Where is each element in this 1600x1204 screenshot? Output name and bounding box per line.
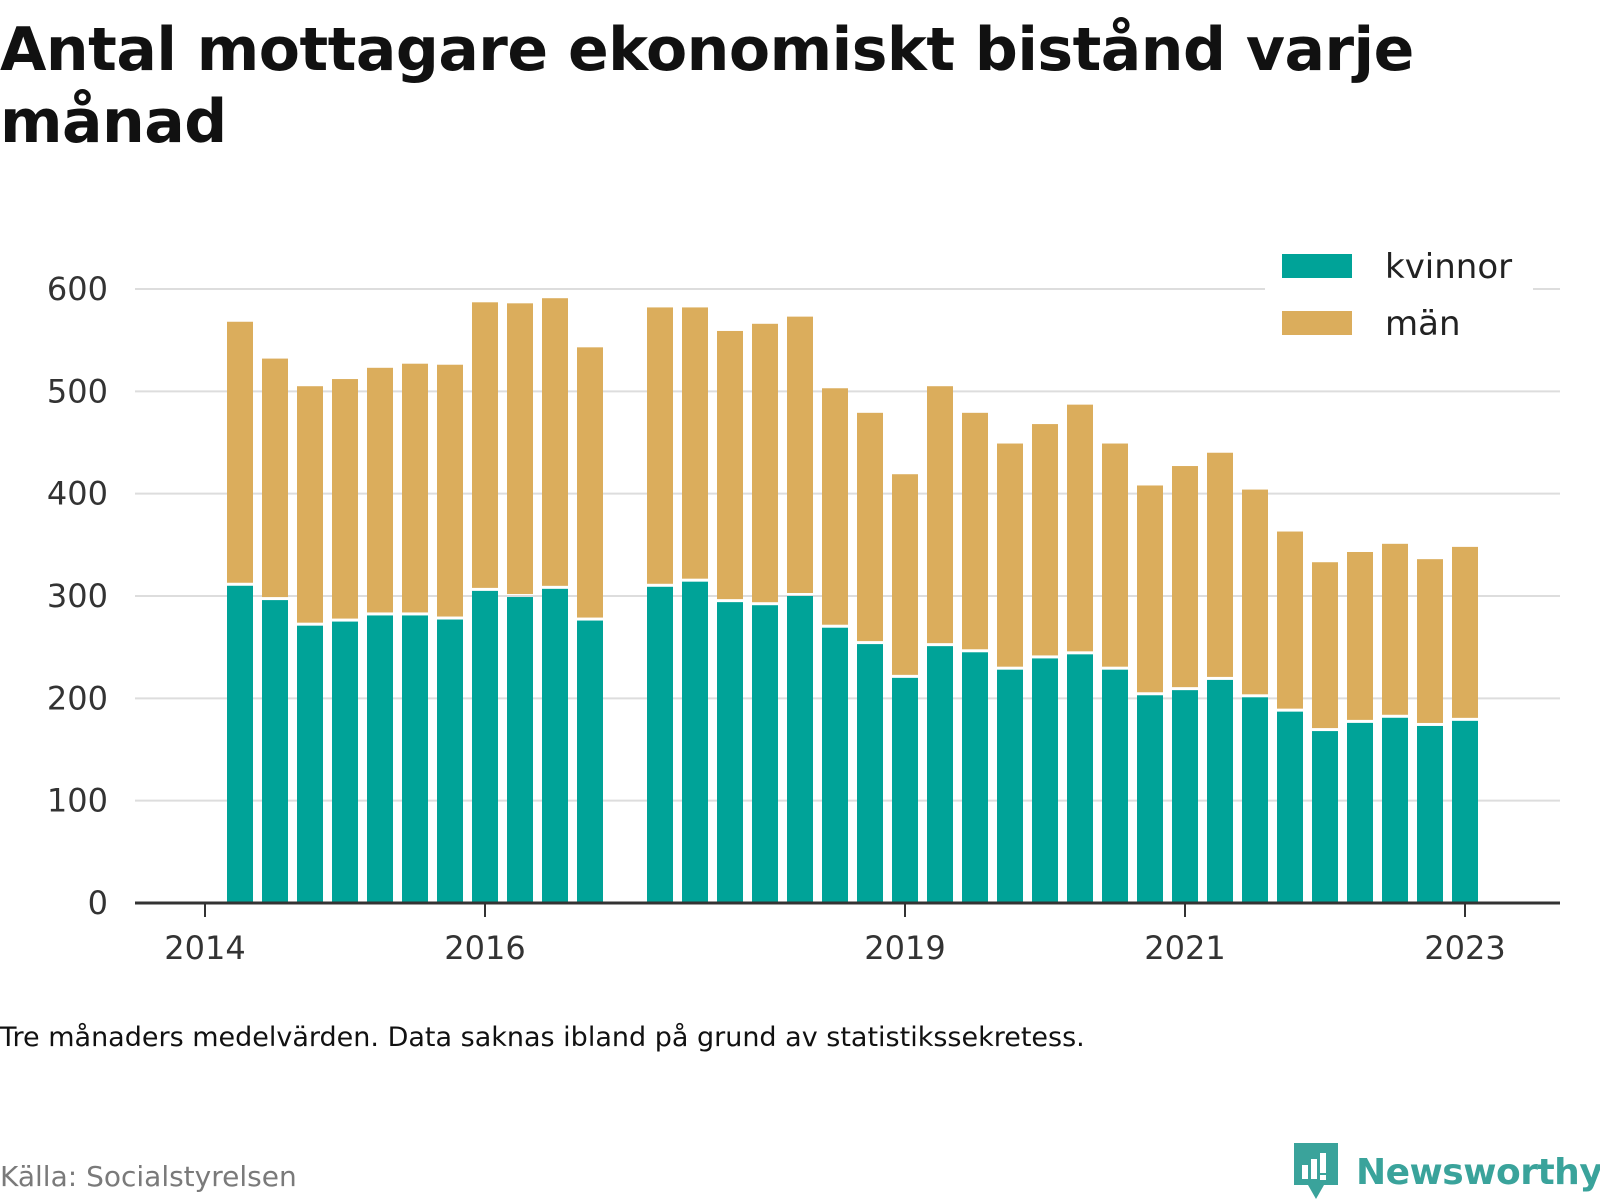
bar-kvinnor	[892, 677, 918, 903]
bar-kvinnor	[682, 581, 708, 903]
bar-man	[577, 347, 603, 618]
bar-kvinnor	[1067, 654, 1093, 903]
legend-label-man: män	[1385, 304, 1461, 344]
bar-man	[1452, 546, 1478, 718]
source-credit: Källa: Socialstyrelsen	[0, 1160, 297, 1193]
bar-kvinnor	[1172, 690, 1198, 903]
y-tick-label: 400	[47, 475, 108, 513]
y-tick-label: 300	[47, 577, 108, 615]
bar-man	[542, 298, 568, 586]
brand-name: Newsworthy	[1356, 1151, 1600, 1193]
chart-note: Tre månaders medelvärden. Data saknas ib…	[0, 1022, 1085, 1053]
bar-kvinnor	[367, 615, 393, 903]
bar-kvinnor	[787, 596, 813, 903]
bar-man	[1102, 443, 1128, 667]
bar-kvinnor	[927, 646, 953, 903]
bar-man	[682, 307, 708, 579]
bar-man	[787, 316, 813, 593]
bar-kvinnor	[1207, 679, 1233, 903]
bar-man	[1137, 485, 1163, 693]
bar-kvinnor	[1452, 720, 1478, 903]
bar-man	[962, 412, 988, 650]
bar-kvinnor	[437, 619, 463, 903]
bar-man	[822, 388, 848, 625]
bar-man	[507, 303, 533, 595]
y-tick-label: 200	[47, 679, 108, 717]
bar-kvinnor	[472, 590, 498, 903]
bar-man	[227, 321, 253, 583]
brand-logo: Newsworthy	[1290, 1140, 1600, 1204]
newsworthy-logo-icon	[1294, 1143, 1338, 1199]
bar-man	[332, 379, 358, 619]
bar-man	[647, 307, 673, 584]
bar-kvinnor	[262, 600, 288, 903]
bar-man	[752, 323, 778, 603]
legend-label-kvinnor: kvinnor	[1385, 247, 1512, 287]
y-tick-label: 0	[88, 884, 108, 922]
bar-man	[927, 386, 953, 644]
y-tick-label: 500	[47, 372, 108, 410]
bar-kvinnor	[542, 588, 568, 903]
bar-kvinnor	[402, 615, 428, 903]
bar-man	[262, 358, 288, 598]
x-tick-label: 2014	[164, 929, 245, 967]
bar-kvinnor	[1102, 669, 1128, 903]
bar-kvinnor	[1347, 722, 1373, 903]
bar-man	[1382, 543, 1408, 715]
bar-kvinnor	[227, 585, 253, 903]
bar-man	[1067, 404, 1093, 652]
bar-man	[1312, 562, 1338, 729]
bar-man	[1347, 551, 1373, 720]
bar-man	[997, 443, 1023, 667]
bar-man	[892, 474, 918, 675]
x-tick-label: 2019	[864, 929, 945, 967]
y-tick-label: 100	[47, 782, 108, 820]
y-tick-label: 600	[47, 270, 108, 308]
legend: kvinnor män	[1265, 247, 1533, 344]
x-tick-label: 2023	[1424, 929, 1505, 967]
bar-man	[472, 302, 498, 588]
bar-kvinnor	[1312, 731, 1338, 903]
bar-man	[1417, 559, 1443, 723]
bar-kvinnor	[717, 602, 743, 903]
bar-kvinnor	[1417, 725, 1443, 903]
bar-kvinnor	[332, 621, 358, 903]
bar-kvinnor	[507, 597, 533, 903]
bar-kvinnor	[997, 669, 1023, 903]
bar-kvinnor	[1277, 711, 1303, 903]
bar-kvinnor	[822, 627, 848, 903]
bar-kvinnor	[1382, 717, 1408, 903]
bar-kvinnor	[297, 625, 323, 903]
bar-man	[402, 363, 428, 613]
bar-kvinnor	[752, 605, 778, 903]
legend-swatch-kvinnor	[1282, 254, 1352, 278]
bar-kvinnor	[857, 644, 883, 903]
bar-man	[367, 367, 393, 613]
x-tick-label: 2016	[444, 929, 525, 967]
bar-kvinnor	[962, 652, 988, 903]
x-tick-label: 2021	[1144, 929, 1225, 967]
bar-kvinnor	[1137, 695, 1163, 903]
bars	[227, 298, 1478, 903]
legend-swatch-man	[1282, 311, 1352, 335]
bar-man	[1277, 531, 1303, 709]
bar-man	[297, 386, 323, 623]
bar-man	[857, 412, 883, 642]
axes: 0 100 200 300 400 500 600 2014 2016 2019 2021 2023	[47, 270, 1560, 967]
bar-man	[717, 330, 743, 600]
bar-man	[1032, 424, 1058, 656]
bar-kvinnor	[1242, 697, 1268, 903]
bar-man	[1207, 452, 1233, 677]
bar-kvinnor	[647, 586, 673, 903]
bar-man	[1172, 466, 1198, 688]
chart-title: Antal mottagare ekonomiskt bistånd varje…	[0, 15, 1414, 157]
bar-kvinnor	[577, 620, 603, 903]
bar-man	[1242, 489, 1268, 695]
bar-kvinnor	[1032, 658, 1058, 903]
bar-man	[437, 364, 463, 617]
